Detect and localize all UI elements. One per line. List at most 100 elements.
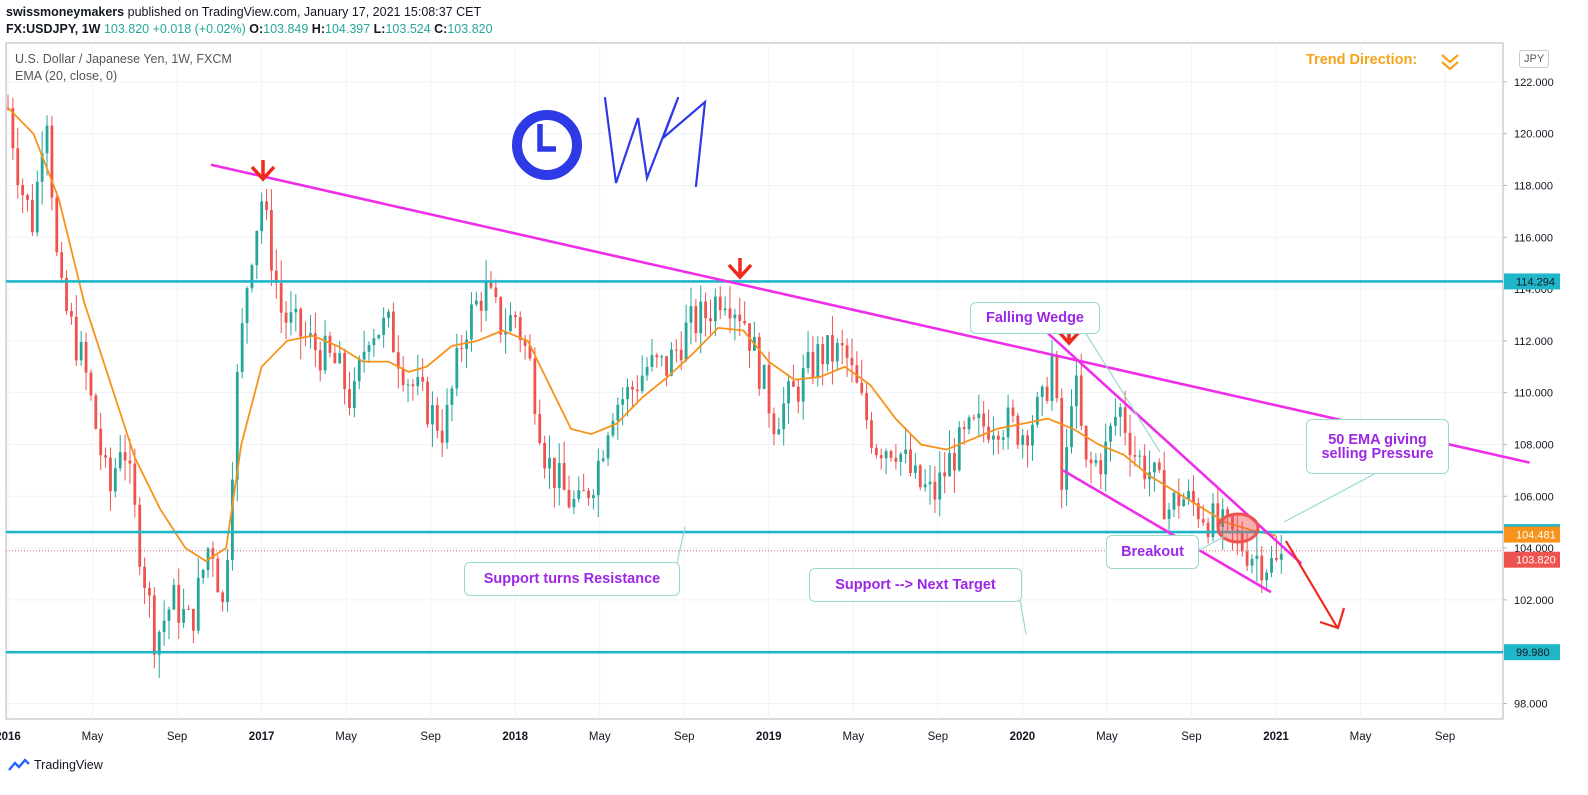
candle-body <box>982 413 986 427</box>
breakout-text: Breakout <box>1121 544 1184 560</box>
support-resistance-text: Support turns Resistance <box>483 571 661 587</box>
candle-body <box>55 197 59 253</box>
publisher-name[interactable]: swissmoneymakers <box>6 5 125 19</box>
candle-body <box>1094 460 1098 464</box>
candle-body <box>84 341 88 373</box>
candle-189 <box>928 465 932 505</box>
candle-body <box>1182 499 1186 507</box>
candle-body <box>352 381 356 408</box>
price-label-bg <box>1504 273 1560 290</box>
candle-36 <box>182 588 186 629</box>
open-label: O: <box>249 22 264 36</box>
candle-body <box>255 231 259 266</box>
x-tick-label-14: Sep <box>1181 731 1201 743</box>
price-label-text: 99.980 <box>1516 647 1550 659</box>
candle-166 <box>816 336 820 387</box>
candle-117 <box>577 476 581 503</box>
candle-139 <box>684 304 688 363</box>
candle-body <box>1118 407 1122 417</box>
falling-wedge-callout[interactable]: Falling Wedge <box>970 302 1100 334</box>
candle-body <box>845 345 849 359</box>
candle-body <box>211 548 215 559</box>
candle-130 <box>640 355 644 394</box>
trend-chevron-icon <box>1441 54 1459 71</box>
candle-body <box>318 350 322 371</box>
candle-body <box>938 472 942 500</box>
y-tick-label-2: 118.000 <box>1514 180 1553 192</box>
candle-body <box>1206 522 1210 538</box>
candle-187 <box>918 463 922 491</box>
candle-body <box>1270 557 1273 573</box>
candle-250 <box>1226 506 1230 533</box>
candle-body <box>26 195 29 200</box>
candle-body <box>899 453 903 462</box>
candle-20 <box>104 447 107 468</box>
candle-254 <box>1245 531 1249 571</box>
candle-89 <box>440 409 444 458</box>
candle-body <box>1157 462 1161 471</box>
quote-line: FX:USDJPY, 1W 103.820 +0.018 (+0.02%) O:… <box>6 21 493 38</box>
ema-pressure-line1: 50 EMA giving <box>1328 431 1427 448</box>
candle-86 <box>426 376 429 428</box>
candle-body <box>1016 415 1020 445</box>
breakout-callout[interactable]: Breakout <box>1106 535 1199 569</box>
candle-body <box>1001 437 1005 440</box>
candle-243 <box>1192 475 1195 516</box>
candle-55 <box>274 249 278 299</box>
candle-170 <box>835 338 839 370</box>
support-target-callout[interactable]: Support --> Next Target <box>809 568 1022 602</box>
candle-body <box>465 339 468 349</box>
candle-body <box>533 358 537 414</box>
candle-145 <box>713 288 717 336</box>
candle-108 <box>533 347 537 425</box>
candle-45 <box>226 548 229 612</box>
candle-body <box>474 300 478 305</box>
candle-body <box>421 376 425 382</box>
candle-128 <box>631 380 634 408</box>
candle-body <box>1192 490 1195 504</box>
tradingview-footer[interactable]: TradingView <box>8 758 103 772</box>
candle-229 <box>1123 390 1127 446</box>
candle-223 <box>1094 453 1098 467</box>
candle-225 <box>1104 423 1108 492</box>
currency-button[interactable]: JPY <box>1519 50 1550 68</box>
candle-body <box>631 386 634 390</box>
candle-body <box>538 413 542 443</box>
candle-body <box>65 277 68 312</box>
candle-body <box>157 632 161 655</box>
candle-34 <box>172 578 176 611</box>
candle-body <box>489 281 493 288</box>
candle-body <box>650 355 654 367</box>
candle-body <box>1201 519 1205 523</box>
candle-body <box>274 270 278 283</box>
candle-241 <box>1182 492 1186 508</box>
candle-224 <box>1099 453 1103 490</box>
candle-217 <box>1065 428 1069 506</box>
candle-43 <box>216 554 220 593</box>
candle-body <box>640 375 644 392</box>
candle-body <box>840 343 844 346</box>
candles-layer <box>6 94 1283 678</box>
candle-158 <box>777 417 781 435</box>
candle-body <box>328 335 332 353</box>
x-tick-label-11: Sep <box>928 731 948 743</box>
candle-body <box>718 296 722 311</box>
candle-body <box>704 301 708 319</box>
candle-body <box>518 317 522 341</box>
candle-body <box>645 366 649 376</box>
candle-body <box>1089 459 1093 464</box>
candle-76 <box>377 334 381 340</box>
support-target-text: Support --> Next Target <box>835 577 996 593</box>
x-tick-label-10: May <box>842 731 864 743</box>
x-tick-label-0: 2016 <box>0 731 21 743</box>
candle-body <box>1113 416 1117 426</box>
candle-body <box>494 287 498 298</box>
candle-body <box>582 490 586 492</box>
candle-body <box>562 462 566 490</box>
candle-body <box>953 452 956 471</box>
candle-body <box>382 317 386 335</box>
support-resistance-callout[interactable]: Support turns Resistance <box>464 562 680 596</box>
ema-pressure-callout[interactable]: 50 EMA giving selling Pressure <box>1306 419 1449 474</box>
candle-body <box>79 341 83 361</box>
